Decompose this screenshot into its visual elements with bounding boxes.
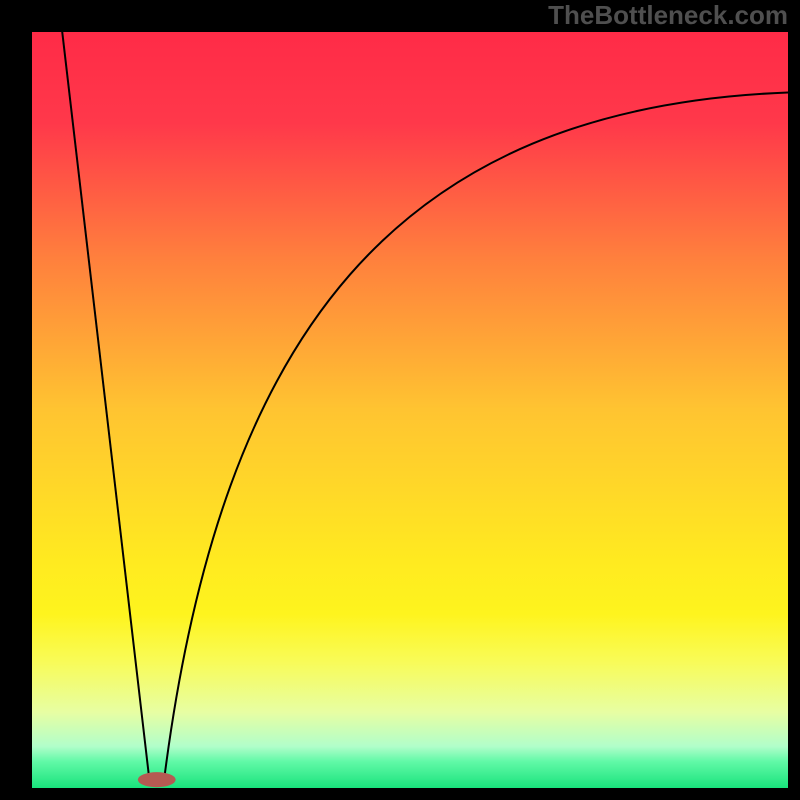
chart-container: TheBottleneck.com [0,0,800,800]
plot-area [32,32,788,788]
watermark-text: TheBottleneck.com [548,0,788,31]
minimum-marker [138,772,176,787]
plot-svg [32,32,788,788]
gradient-background [32,32,788,788]
